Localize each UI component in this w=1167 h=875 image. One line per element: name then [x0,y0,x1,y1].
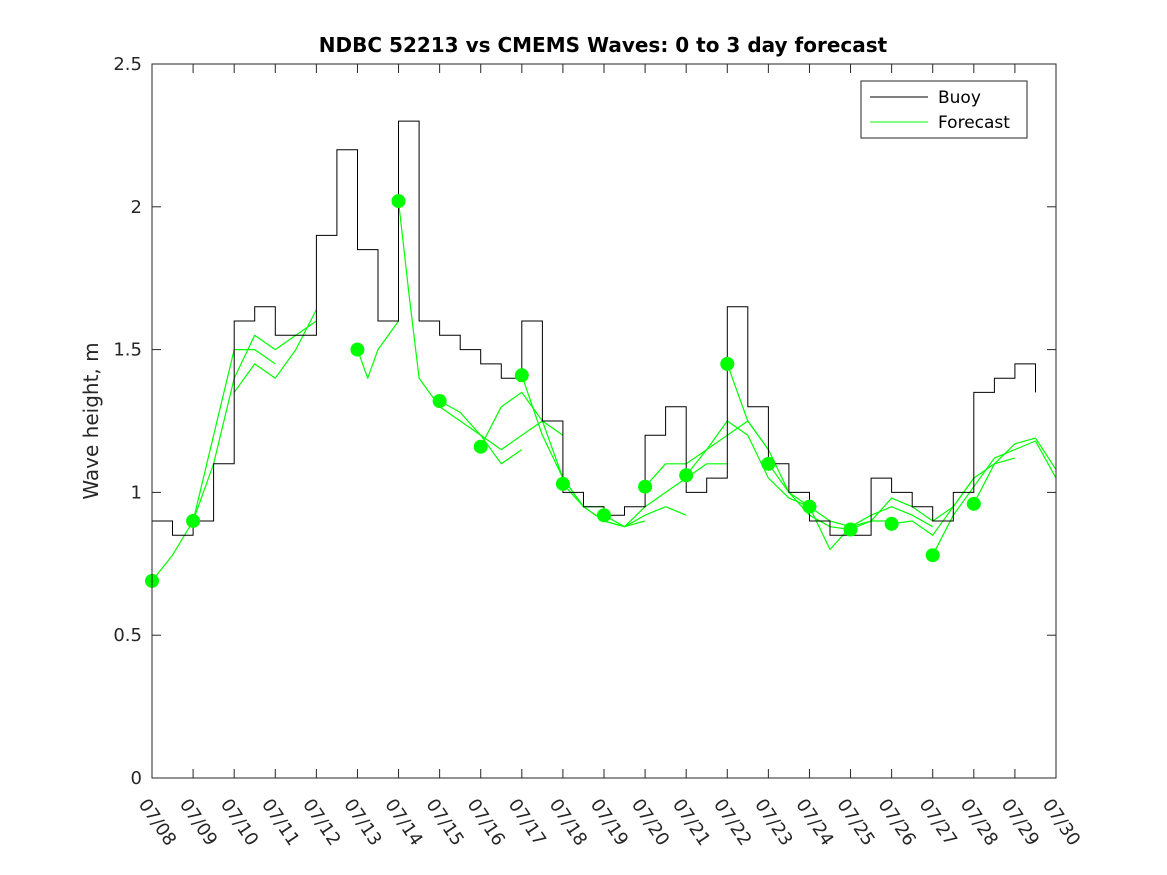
y-tick-label: 2 [131,197,142,218]
legend-buoy-label: Buoy [938,88,981,108]
forecast-series-line [726,363,851,531]
x-tick-label: 07/11 [257,795,303,850]
forecast-series-line [233,309,317,393]
x-tick-label: 07/29 [997,795,1043,850]
y-tick-label: 0 [131,768,142,789]
x-tick-label: 07/21 [668,795,714,850]
forecast-start-point [884,516,899,531]
forecast-series-line [603,463,728,528]
forecast-start-point [555,476,570,491]
x-tick-label: 07/22 [709,795,755,850]
forecast-series-line [356,320,399,379]
y-tick-label: 2.5 [113,54,142,75]
forecast-start-point [843,522,858,537]
forecast-series-line [973,437,1057,505]
legend-box [860,80,1028,139]
x-tick-label: 07/28 [956,795,1002,850]
forecast-start-point [597,508,611,523]
forecast-start-point [802,499,817,514]
plot-frame [151,63,1057,779]
x-tick-label: 07/24 [791,795,837,850]
forecast-start-point [350,342,365,357]
forecast-series-line [685,420,810,508]
forecast-start-point [432,394,447,409]
forecast-start-point [761,456,776,471]
x-tick-label: 07/08 [134,795,180,850]
x-tick-label: 07/12 [298,795,344,850]
forecast-start-point [638,479,653,494]
x-tick-label: 07/18 [545,795,591,850]
buoy-series-line [152,120,1036,536]
x-tick-label: 07/25 [832,795,878,850]
y-tick-label: 1.5 [113,340,142,361]
y-axis-label: Wave height, m [79,342,103,499]
forecast-start-point [391,194,406,209]
legend: Buoy Forecast [860,80,1028,139]
plot-content [145,120,1057,588]
forecast-series-line [397,201,523,465]
forecast-start-point [186,513,201,528]
x-tick-label: 07/27 [915,795,961,850]
y-tick-label: 0.5 [113,625,142,646]
x-tick-label: 07/16 [463,795,509,850]
x-tick-label: 07/30 [1038,795,1084,850]
x-tick-label: 07/09 [175,795,221,850]
plot-area [152,64,1056,778]
x-tick-labels: 07/0807/0907/1007/1107/1207/1307/1407/15… [134,795,1084,850]
forecast-start-point [966,496,981,511]
forecast-start-point [473,439,488,454]
chart-title: NDBC 52213 vs CMEMS Waves: 0 to 3 day fo… [319,33,888,57]
legend-forecast-label: Forecast [938,113,1010,133]
x-tick-label: 07/23 [750,795,796,850]
forecast-start-point [679,468,694,483]
x-tick-label: 07/17 [504,795,550,850]
forecast-start-point [720,356,735,371]
x-tick-label: 07/19 [586,795,632,850]
forecast-series-line [151,349,276,582]
y-tick-labels: 0 0.5 1 1.5 2 2.5 [113,54,142,789]
forecast-start-point [514,368,529,383]
x-tick-label: 07/13 [339,795,385,850]
x-tick-label: 07/14 [380,795,426,850]
forecast-start-point [925,548,940,563]
x-tick-label: 07/26 [873,795,919,850]
x-tick-label: 07/15 [421,795,467,850]
x-tick-label: 07/10 [216,795,262,850]
y-tick-label: 1 [131,482,142,503]
x-tick-label: 07/20 [627,795,673,850]
